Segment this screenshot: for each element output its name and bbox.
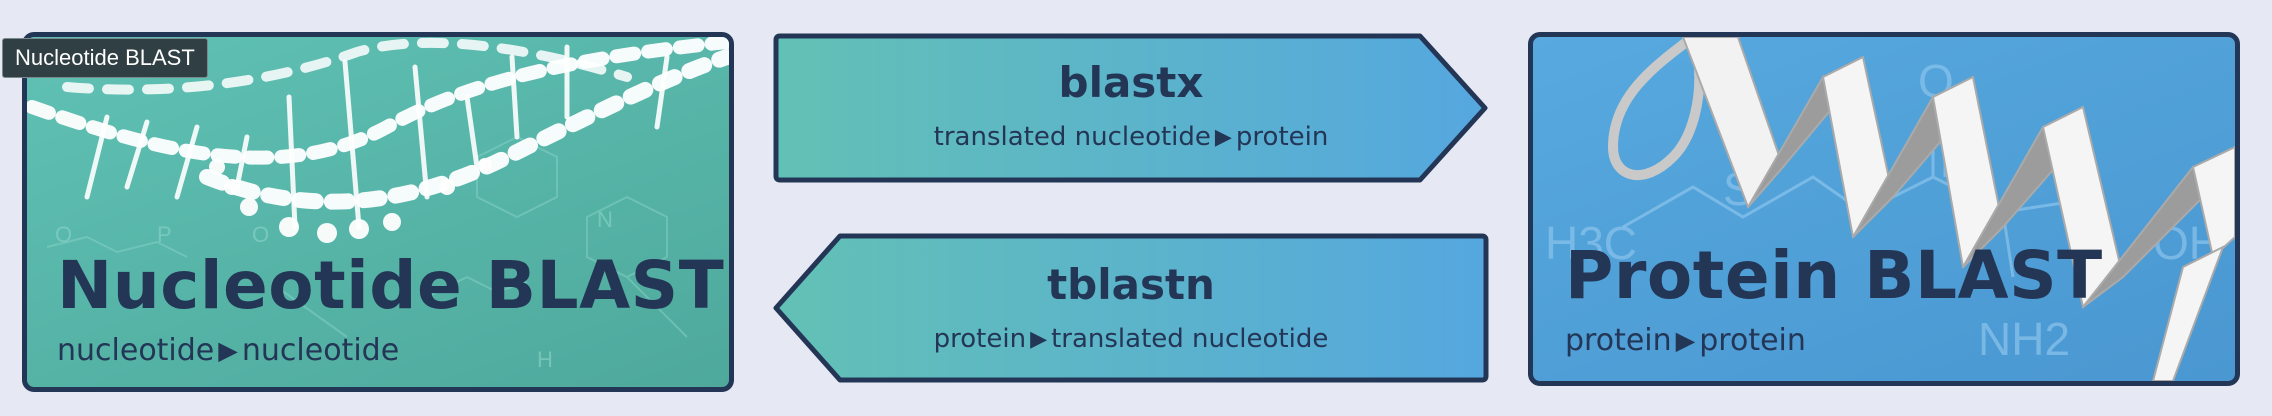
protein-blast-title: Protein BLAST xyxy=(1565,237,2103,314)
tblastn-title: tblastn xyxy=(1047,260,1215,309)
tblastn-button[interactable]: tblastn protein ▶ translated nucleotide xyxy=(770,230,1492,386)
arrow-right-icon: ▶ xyxy=(218,336,238,366)
arrow-right-icon: ▶ xyxy=(1675,326,1696,356)
blastx-button[interactable]: blastx translated nucleotide ▶ protein xyxy=(770,30,1492,186)
protein-sub-from: protein xyxy=(1565,323,1672,358)
tblastn-subtitle: protein ▶ translated nucleotide xyxy=(770,324,1492,354)
watermark-h3c: H3C xyxy=(1545,217,1637,269)
arrow-right-icon: ▶ xyxy=(1030,326,1048,352)
watermark-o-right: O xyxy=(252,222,269,247)
dna-helix-illustration: O P O N H xyxy=(27,37,729,372)
arrow-right-icon: ▶ xyxy=(1214,124,1232,150)
blastx-sub-from: translated nucleotide xyxy=(933,122,1211,152)
nucleotide-blast-title: Nucleotide BLAST xyxy=(57,247,725,324)
watermark-p: P xyxy=(157,222,172,247)
nucleotide-sub-to: nucleotide xyxy=(241,333,400,368)
tblastn-sub-to: translated nucleotide xyxy=(1051,324,1329,354)
watermark-o-left: O xyxy=(55,222,72,247)
nucleotide-blast-card[interactable]: O P O N H xyxy=(22,32,734,392)
right-arrow-shape xyxy=(773,33,1488,183)
nucleotide-blast-subtitle: nucleotide ▶ nucleotide xyxy=(57,333,399,368)
nucleotide-sub-from: nucleotide xyxy=(57,333,215,368)
tooltip: Nucleotide BLAST xyxy=(2,38,208,78)
watermark-nh2: NH2 xyxy=(1978,313,2070,365)
left-arrow-shape xyxy=(773,233,1489,383)
tblastn-sub-from: protein xyxy=(933,324,1027,354)
protein-blast-card[interactable]: H3C S O NH2 OH Protein BLAST protein ▶ pro… xyxy=(1528,32,2240,386)
watermark-n: N xyxy=(597,207,613,232)
protein-helix-illustration: H3C S O NH2 OH xyxy=(1545,37,2235,381)
blastx-title: blastx xyxy=(1058,58,1204,107)
protein-blast-subtitle: protein ▶ protein xyxy=(1565,323,1806,358)
protein-sub-to: protein xyxy=(1699,323,1806,358)
blastx-subtitle: translated nucleotide ▶ protein xyxy=(770,122,1492,152)
blastx-sub-to: protein xyxy=(1235,122,1329,152)
watermark-h: H xyxy=(537,347,553,372)
